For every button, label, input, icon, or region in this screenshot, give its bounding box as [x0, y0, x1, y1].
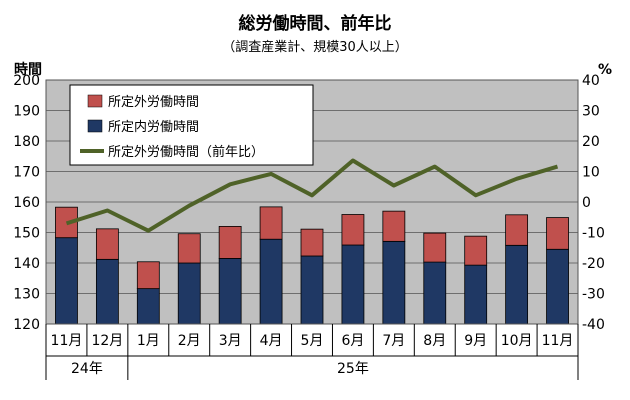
yoy-line — [65, 158, 559, 233]
bar-scheduled — [55, 237, 78, 325]
bar-overtime — [464, 235, 488, 266]
y-tick-label-left: 120 — [13, 317, 40, 333]
y-tick-label-left: 150 — [13, 226, 40, 242]
bar-scheduled — [218, 258, 242, 325]
x-tick-label: 8月 — [423, 333, 446, 349]
bar-scheduled — [464, 264, 488, 325]
legend-label-scheduled: 所定内労働時間 — [108, 119, 199, 135]
x-tick-label: 2月 — [178, 333, 201, 349]
legend-swatch-scheduled — [87, 119, 103, 133]
bar-scheduled — [546, 248, 569, 325]
y-tick-label-left: 160 — [13, 195, 40, 211]
y-tick-label-right: 10 — [582, 165, 600, 181]
y-tick-label-right: -30 — [582, 287, 605, 303]
bar-overtime — [423, 232, 447, 263]
y-tick-label-right: -10 — [582, 226, 605, 242]
chart-title: 総労働時間、前年比 — [239, 13, 392, 34]
x-tick-label: 7月 — [382, 333, 405, 349]
right-axis-unit: % — [598, 62, 612, 78]
legend-box — [69, 84, 314, 166]
bar-overtime — [95, 228, 119, 260]
left-y-ticks: 120 130 140 150 160 170 180 190 200 — [13, 73, 40, 333]
x-tick-label: 1月 — [137, 333, 160, 349]
x-tick-label: 6月 — [341, 333, 364, 349]
bar-overtime — [300, 228, 324, 257]
bar-overtime — [136, 261, 160, 290]
bar-overtime — [546, 217, 569, 250]
y-tick-label-left: 190 — [13, 104, 40, 120]
right-y-ticks: -40 -30 -20 -10 0 10 20 30 40 — [582, 73, 605, 333]
x-axis: 11月 12月 1月 2月 3月 4月 5月 6月 7月 8月 9月 10月 11月 24年 25年 — [45, 324, 579, 380]
x-tick-label: 10月 — [501, 333, 533, 349]
y-tick-label-left: 180 — [13, 134, 40, 150]
y-tick-label-right: 40 — [582, 73, 600, 89]
y-tick-label-left: 130 — [13, 287, 40, 303]
bars — [55, 206, 569, 325]
left-axis-unit: 時間 — [14, 61, 42, 78]
bar-overtime — [218, 225, 242, 259]
x-tick-label: 3月 — [219, 333, 242, 349]
bar-scheduled — [382, 240, 406, 325]
bar-scheduled — [259, 238, 283, 325]
bar-scheduled — [423, 261, 447, 325]
bar-overtime — [259, 206, 283, 240]
bar-overtime — [382, 210, 406, 242]
x-tick-label: 11月 — [542, 333, 574, 349]
y-tick-label-right: -20 — [582, 256, 605, 272]
bar-overtime — [505, 214, 529, 246]
x-tick-label: 9月 — [464, 333, 487, 349]
bar-scheduled — [300, 255, 324, 325]
legend-label-yoy: 所定外労働時間（前年比） — [108, 144, 264, 160]
legend-label-overtime: 所定外労働時間 — [108, 95, 199, 110]
bar-scheduled — [177, 262, 201, 325]
bar-scheduled — [136, 288, 160, 325]
yoy-line-series — [65, 158, 559, 233]
y-tick-label-right: 30 — [582, 104, 600, 120]
y-tick-label-left: 200 — [13, 73, 40, 89]
bar-scheduled — [95, 258, 119, 325]
y-tick-label-left: 140 — [13, 256, 40, 272]
y-tick-label-right: 20 — [582, 134, 600, 150]
legend: 所定外労働時間 所定内労働時間 所定外労働時間（前年比） — [69, 84, 314, 166]
bar-overtime — [341, 214, 365, 246]
y-tick-label-right: 0 — [582, 195, 591, 211]
bar-scheduled — [505, 244, 529, 325]
x-tick-label: 11月 — [51, 333, 83, 349]
year-label: 25年 — [337, 361, 369, 377]
year-label: 24年 — [71, 361, 103, 377]
bar-scheduled — [341, 244, 365, 325]
x-tick-label: 5月 — [301, 333, 324, 349]
legend-swatch-overtime — [87, 94, 103, 108]
bar-overtime — [177, 233, 201, 264]
y-tick-label-right: -40 — [582, 317, 605, 333]
x-tick-label: 12月 — [91, 333, 123, 349]
y-tick-label-left: 170 — [13, 165, 40, 181]
chart-subtitle: （調査産業計、規模30人以上） — [222, 39, 408, 55]
x-tick-label: 4月 — [260, 333, 283, 349]
plot-border — [45, 79, 579, 325]
